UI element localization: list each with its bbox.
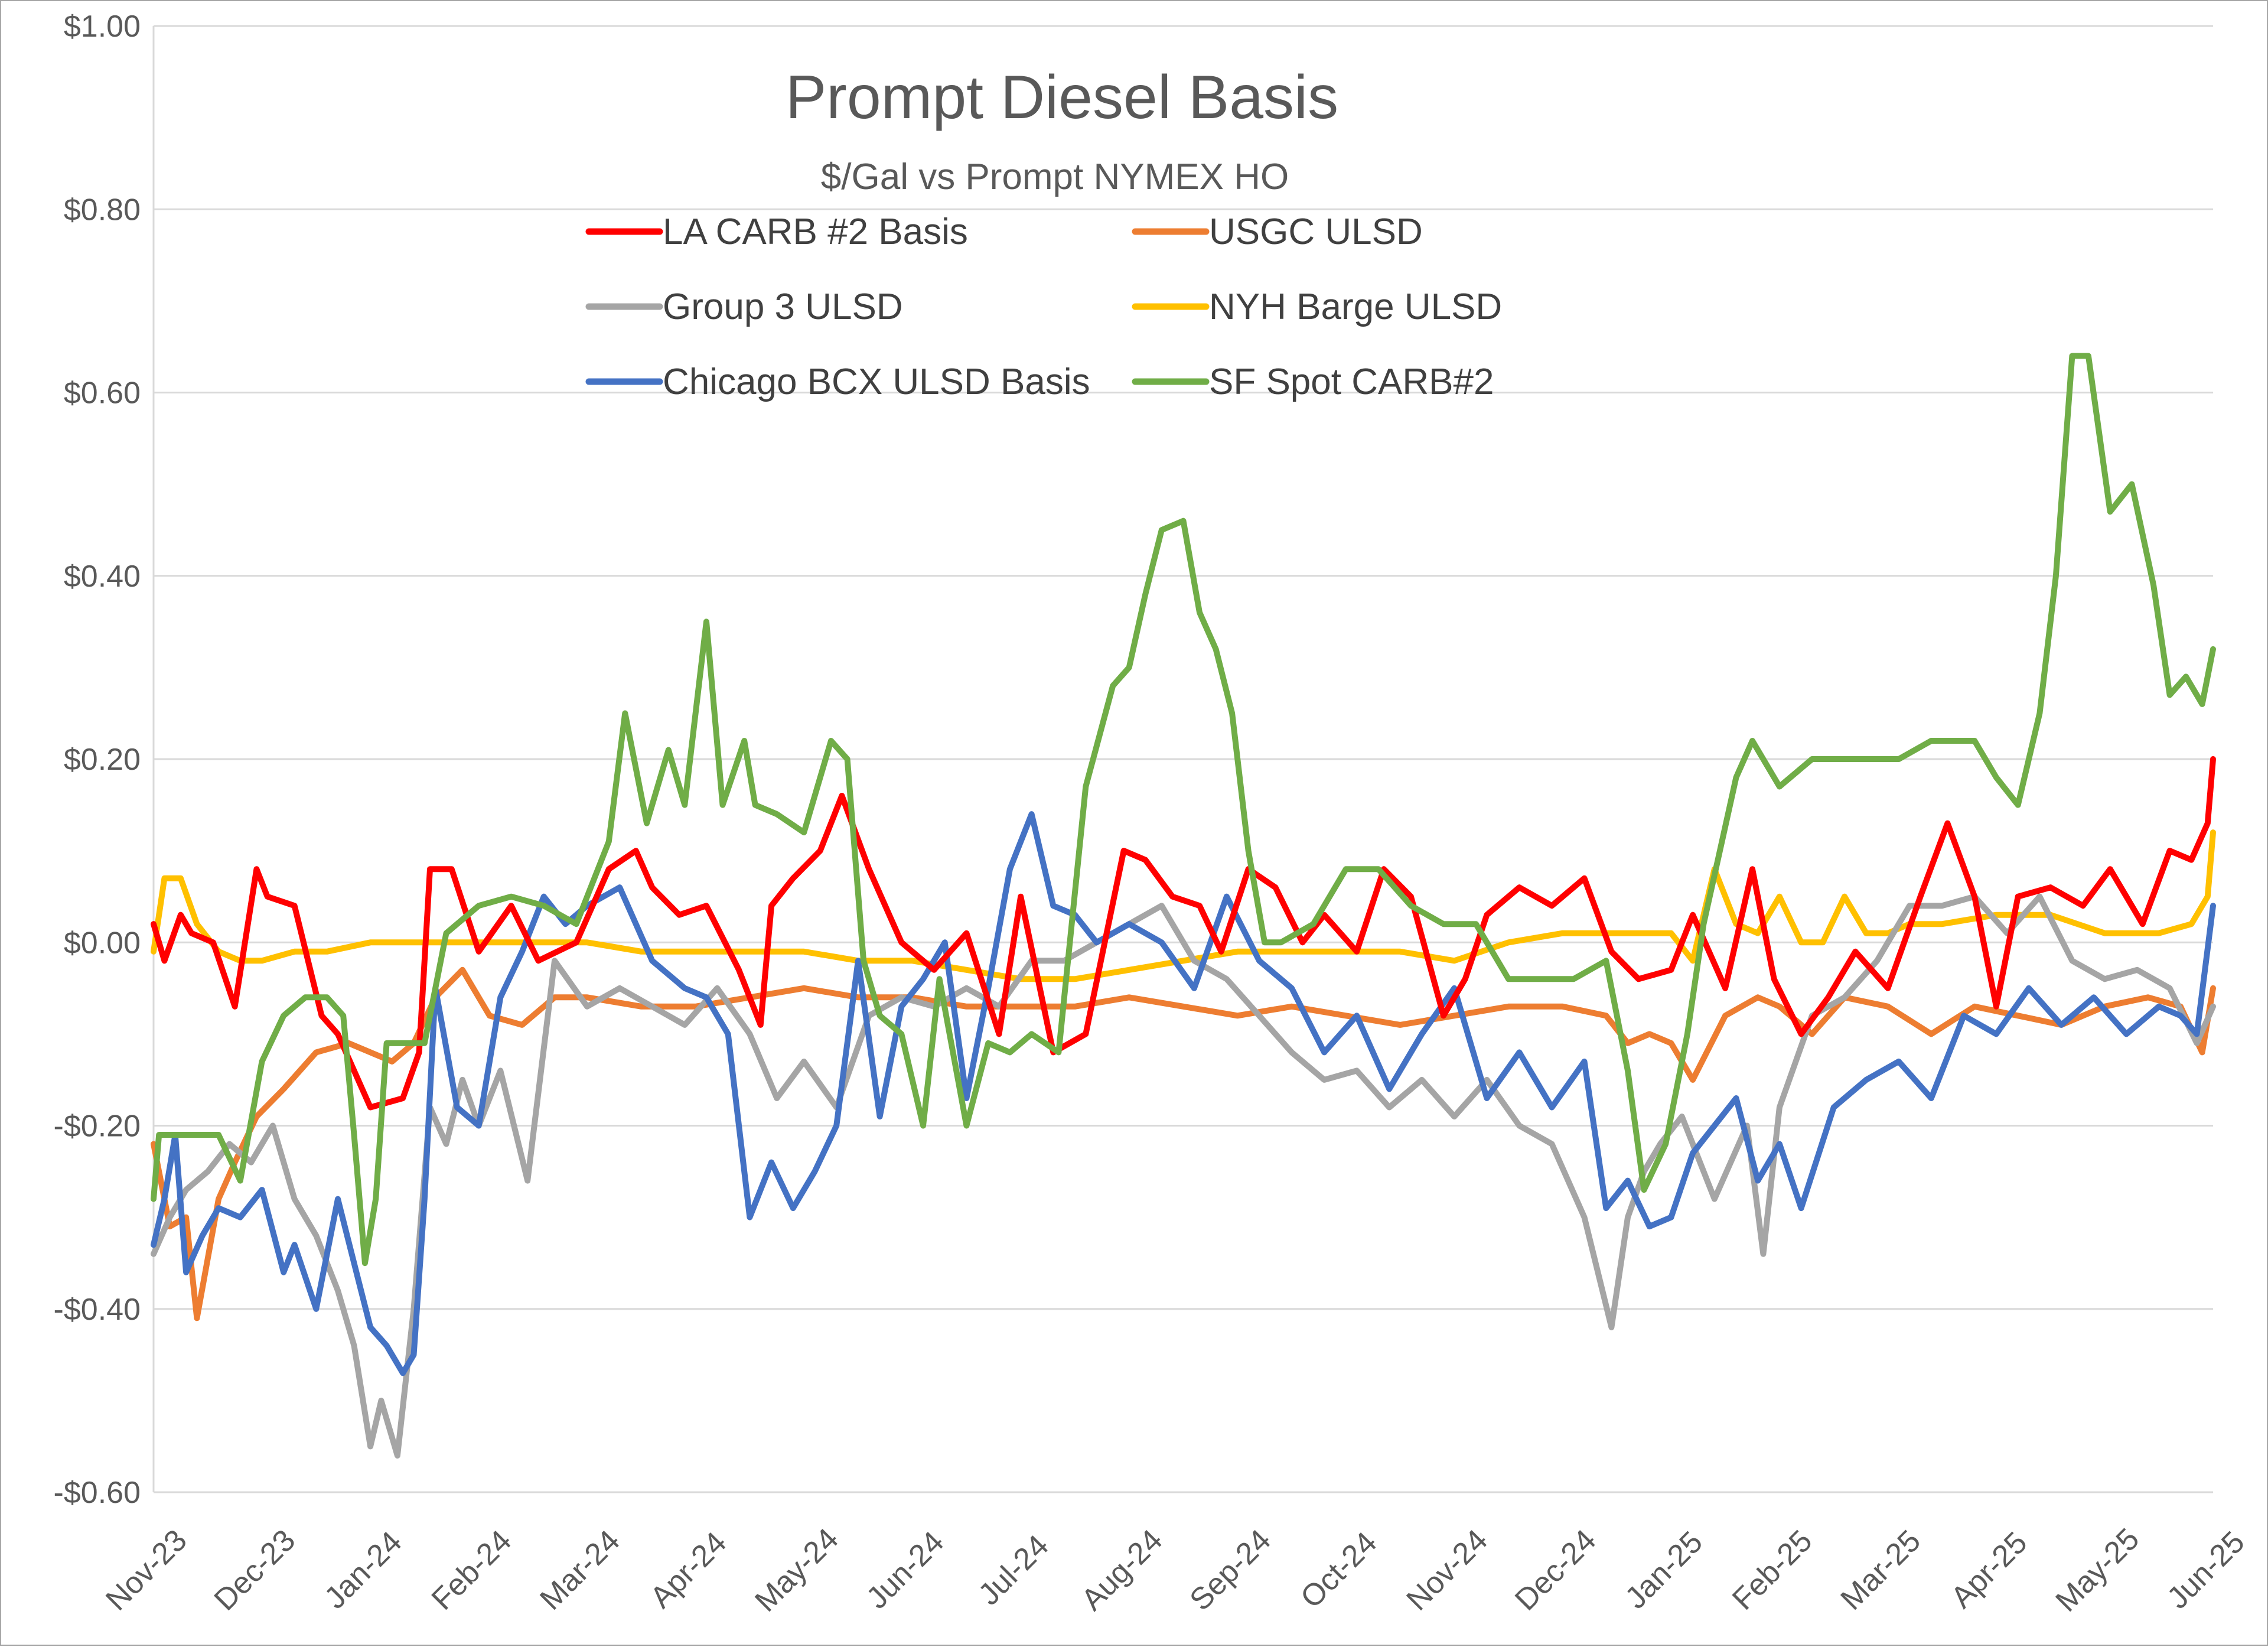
x-axis-tick-labels: Nov-23 Dec-23 Jan-24 Feb-24 Mar-24 Apr-24 May-… xyxy=(99,1522,2251,1619)
y-axis-tick-labels: $1.00 $0.80 $0.60 $0.40 $0.20 $0.00 -$0.20 -$0.… xyxy=(54,9,141,1510)
series-line-la-carb-2-basis xyxy=(151,756,2216,1111)
x-tick-label: Jun-25 xyxy=(2161,1525,2251,1615)
x-tick-label: Sep-24 xyxy=(1183,1523,1278,1617)
y-tick-label: $1.00 xyxy=(64,9,141,44)
chart-subtitle: $/Gal vs Prompt NYMEX HO xyxy=(821,157,1289,197)
x-tick-label: Mar-25 xyxy=(1834,1524,1927,1616)
series-line-chicago-bcx-ulsd-basis xyxy=(151,811,2216,1376)
y-tick-label: $0.80 xyxy=(64,193,141,227)
x-tick-label: Feb-24 xyxy=(425,1524,519,1617)
x-tick-label: May-25 xyxy=(2049,1522,2146,1619)
x-tick-label: Jun-24 xyxy=(860,1525,950,1615)
legend-label: SF Spot CARB#2 xyxy=(1209,362,1494,402)
legend-label: LA CARB #2 Basis xyxy=(663,211,968,252)
x-tick-label: Aug-24 xyxy=(1075,1523,1169,1617)
x-tick-label: May-24 xyxy=(748,1522,845,1619)
y-tick-label: -$0.20 xyxy=(54,1109,141,1144)
x-tick-label: Nov-24 xyxy=(1400,1523,1495,1617)
legend-label: NYH Barge ULSD xyxy=(1209,287,1502,327)
x-tick-label: Jan-24 xyxy=(318,1525,408,1615)
x-tick-label: Oct-24 xyxy=(1294,1525,1383,1615)
x-tick-label: Feb-25 xyxy=(1726,1524,1819,1617)
x-tick-label: Dec-23 xyxy=(208,1523,302,1617)
x-tick-label: Jan-25 xyxy=(1619,1525,1709,1615)
x-tick-label: Jul-24 xyxy=(972,1528,1055,1612)
x-tick-label: Apr-24 xyxy=(644,1525,733,1615)
x-tick-label: Mar-24 xyxy=(533,1524,626,1616)
series-lines xyxy=(151,353,2216,1459)
legend-label: USGC ULSD xyxy=(1209,211,1423,252)
legend-label: Chicago BCX ULSD Basis xyxy=(663,362,1090,402)
y-tick-label: $0.20 xyxy=(64,743,141,777)
series-line-sf-spot-carb-2 xyxy=(151,353,2216,1267)
x-tick-label: Dec-24 xyxy=(1508,1523,1603,1617)
legend: LA CARB #2 Basis USGC ULSD Group 3 ULSD NYH… xyxy=(585,211,1502,402)
chart-title: Prompt Diesel Basis xyxy=(786,63,1338,132)
x-tick-label: Apr-25 xyxy=(1944,1525,2034,1615)
series-line-usgc-ulsd xyxy=(151,966,2216,1321)
legend-label: Group 3 ULSD xyxy=(663,287,903,327)
series-line-group-3-ulsd xyxy=(151,893,2216,1459)
y-tick-label: -$0.60 xyxy=(54,1476,141,1510)
y-tick-label: $0.40 xyxy=(64,559,141,594)
x-tick-label: Nov-23 xyxy=(99,1523,194,1617)
y-tick-label: $0.00 xyxy=(64,926,141,960)
y-tick-label: $0.60 xyxy=(64,376,141,411)
y-tick-label: -$0.40 xyxy=(54,1293,141,1327)
